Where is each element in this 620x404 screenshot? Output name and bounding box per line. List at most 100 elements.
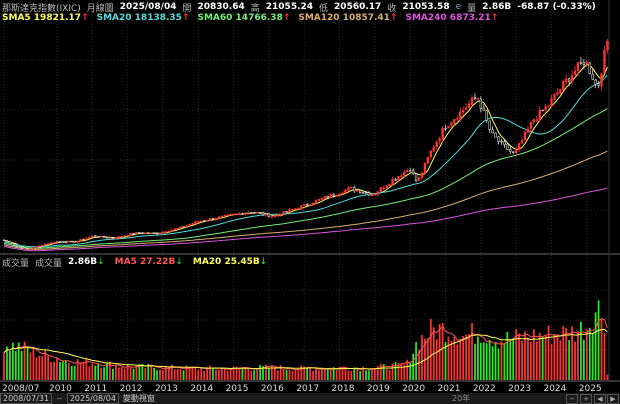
volume-bar (226, 370, 229, 380)
candle-body (2, 239, 6, 241)
candle-body (317, 199, 321, 201)
vol-ma5-arrow: ↓ (175, 257, 183, 267)
volume-bar (20, 350, 23, 380)
volume-bar (438, 324, 441, 380)
range-label: 20年 (452, 394, 471, 403)
candle-body (264, 213, 268, 216)
volume-bar (191, 366, 194, 380)
sma-legend-text: SMA20 18138.35 (96, 13, 182, 23)
volume-bar (341, 366, 344, 380)
volume-bar (559, 340, 562, 380)
volume-bar (38, 356, 41, 380)
date-separator: ~ (56, 394, 63, 403)
date-value: 2025/08/04 (119, 2, 177, 12)
candle-body (538, 109, 541, 121)
zoom-in-button[interactable]: + (580, 394, 592, 404)
end-date-field[interactable]: 2025/08/04 (66, 393, 119, 404)
volume-bar (176, 368, 179, 380)
volume-bar (173, 369, 176, 380)
chart-canvas: 2008/07 2010 2011 2012 2013 2014 2015 2016 2017 2… (0, 0, 620, 393)
volume-bar (371, 368, 373, 380)
candle-body (73, 240, 76, 243)
x-tick-label: 2012 (120, 384, 143, 393)
volume-bar (162, 370, 164, 380)
candle-body (591, 73, 594, 80)
vol-ma20-legend: MA20 25.45B (192, 257, 260, 267)
scroll-right-button[interactable]: ▶ (607, 394, 619, 404)
volume-bar (494, 342, 497, 380)
volume-bar (288, 369, 291, 380)
candle-body (123, 235, 126, 237)
volume-bar (588, 327, 591, 380)
candle-body (144, 232, 147, 235)
volume-bar (497, 348, 500, 380)
candle-body (559, 89, 562, 94)
candle-body (576, 62, 580, 71)
volume-bar (524, 331, 526, 380)
volume-bar (3, 352, 5, 380)
change-value: -68.87 (-0.33%) (517, 2, 596, 12)
candle-body (250, 212, 253, 214)
candle-body (223, 214, 226, 217)
volume-bar (488, 340, 491, 380)
candle-body (456, 118, 459, 120)
extra-button[interactable]: 變動視窗 (122, 394, 155, 403)
volume-bar (229, 369, 232, 380)
volume-bar (538, 332, 541, 380)
candle-body (311, 202, 315, 205)
candle-body (294, 208, 297, 210)
volume-bar (321, 368, 323, 380)
sma-legend-arrow: ↑ (490, 13, 499, 23)
candle-body (520, 140, 524, 144)
sma-legend-item: SMA5 19821.17↑ (2, 13, 89, 23)
volume-bar (17, 342, 20, 380)
x-tick-label: 2014 (190, 384, 213, 393)
volume-bar (535, 341, 538, 380)
candle-body (406, 170, 409, 173)
volume-bar (338, 366, 341, 380)
scroll-left-button[interactable]: ◀ (594, 394, 606, 404)
x-tick-label: 2017 (296, 384, 319, 393)
candle-body (497, 136, 500, 142)
candle-body (26, 248, 29, 250)
volume-bar (291, 371, 294, 380)
volume-bar (315, 368, 317, 380)
volume-bar (159, 369, 161, 380)
volume-bar (403, 364, 406, 380)
candle-body (397, 176, 400, 181)
candle-body (135, 232, 138, 235)
candle-body (391, 179, 394, 185)
volume-bar (462, 336, 465, 380)
volume-bar (571, 326, 573, 380)
candle-body (370, 194, 374, 196)
candle-body (70, 240, 73, 243)
zoom-out-button[interactable]: − (566, 394, 578, 404)
volume-bar (382, 364, 385, 380)
volume-bar (580, 321, 582, 380)
candle-body (211, 218, 215, 220)
sma-line-sma120 (3, 150, 608, 250)
volume-bar (147, 364, 150, 380)
volume-bar (241, 368, 244, 380)
candle-body (44, 243, 47, 246)
sma-legend-item: SMA240 6873.21↑ (405, 13, 498, 23)
volume-bar (14, 351, 17, 380)
candle-body (379, 187, 382, 192)
candle-body (282, 211, 285, 215)
candle-body (367, 192, 371, 196)
volume-bar (117, 367, 120, 380)
candle-body (444, 128, 447, 130)
x-tick-label: 2019 (367, 384, 390, 393)
candle-body (55, 241, 59, 243)
volume-bar (215, 369, 217, 380)
volume-bar (479, 342, 482, 380)
start-date-field[interactable]: 2008/07/31 (0, 393, 53, 404)
volume-bar (11, 342, 14, 380)
candle-body (382, 187, 385, 190)
volume-bar (591, 333, 594, 380)
candle-body (426, 156, 430, 164)
volume-legend-arrow: ↓ (97, 257, 105, 267)
candle-body (8, 241, 12, 245)
candle-body (88, 236, 91, 239)
high-value: 21055.24 (265, 2, 314, 12)
